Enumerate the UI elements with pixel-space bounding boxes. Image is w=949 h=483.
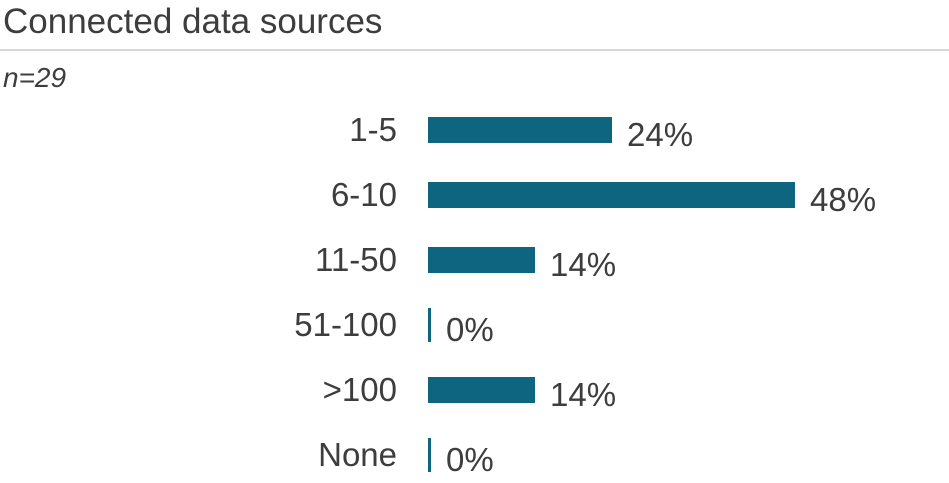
bar-cell: 0% <box>428 307 494 346</box>
category-label: 51-100 <box>294 306 397 343</box>
bar-row: >100 14% <box>0 357 949 422</box>
bar-cell: 24% <box>428 113 693 151</box>
bar <box>428 246 535 273</box>
sample-size-label: n=29 <box>3 62 67 93</box>
bar-row: None 0% <box>0 422 949 483</box>
value-label: 14% <box>550 246 617 283</box>
bar-row: 6-10 48% <box>0 162 949 227</box>
bar-row: 51-100 0% <box>0 292 949 357</box>
bar-cell: 14% <box>428 373 616 411</box>
category-label: 11-50 <box>315 241 397 278</box>
bar <box>428 307 431 342</box>
category-label: >100 <box>322 371 397 408</box>
category-label: 1-5 <box>349 111 397 148</box>
category-label: 6-10 <box>330 176 397 213</box>
bar-cell: 0% <box>428 437 494 476</box>
bar-cell: 48% <box>428 178 876 216</box>
title-divider <box>0 49 949 51</box>
bar <box>428 437 431 472</box>
value-label: 0% <box>446 441 494 478</box>
bar-chart: 1-5 24% 6-10 48% 11-50 14% 51-100 0 <box>0 97 949 483</box>
bar-row: 11-50 14% <box>0 227 949 292</box>
bar <box>428 376 535 403</box>
bar <box>428 116 612 143</box>
category-label: None <box>318 436 397 473</box>
chart-title: Connected data sources <box>3 2 383 41</box>
bar-row: 1-5 24% <box>0 97 949 162</box>
bar <box>428 181 795 208</box>
value-label: 0% <box>446 311 494 348</box>
value-label: 24% <box>627 116 694 153</box>
value-label: 14% <box>550 376 617 413</box>
value-label: 48% <box>810 181 877 218</box>
bar-cell: 14% <box>428 243 616 281</box>
